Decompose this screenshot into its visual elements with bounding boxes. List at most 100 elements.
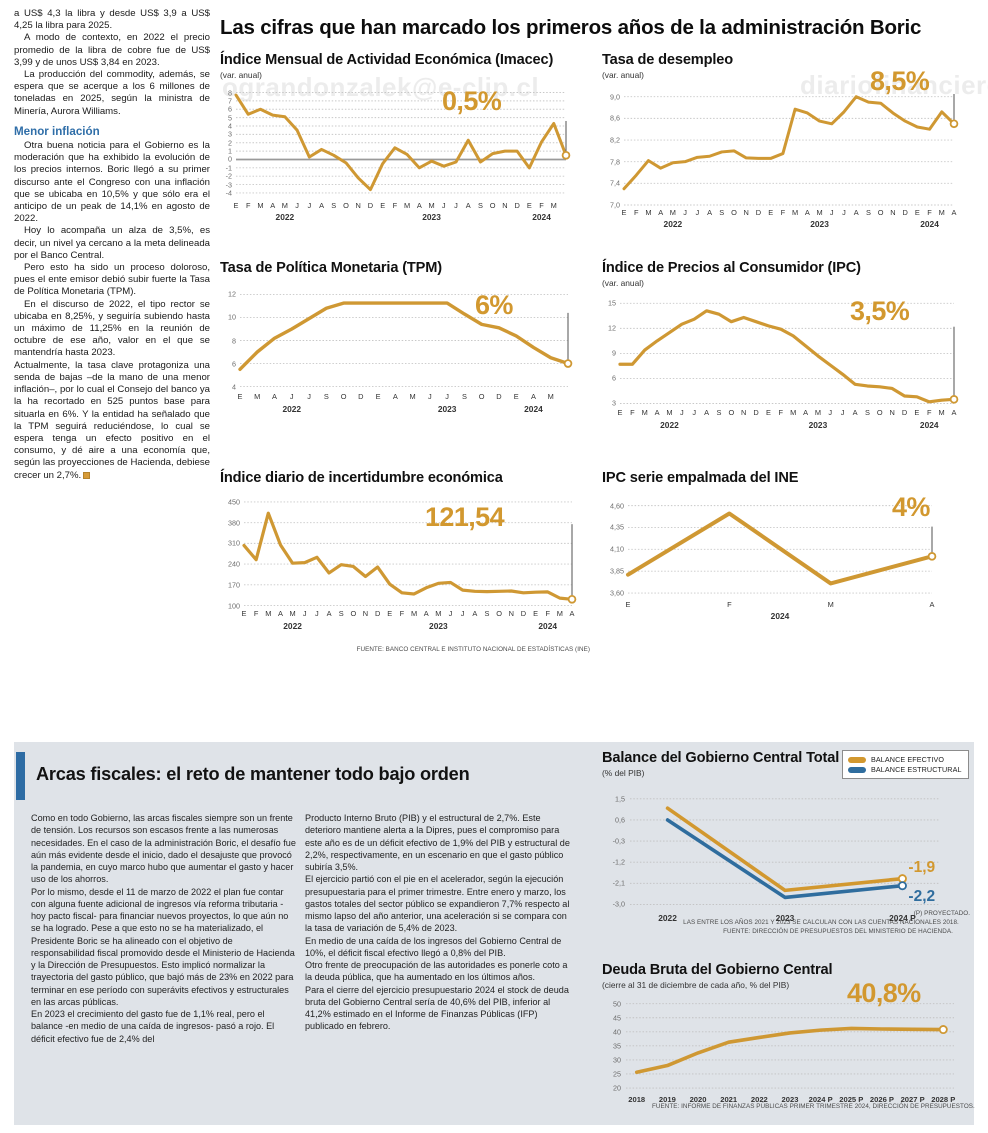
x-axis-tick-label: D: [520, 609, 527, 618]
y-axis-tick-label: 8,2: [610, 135, 620, 145]
section-accent-bar: [16, 752, 25, 800]
x-axis-tick-label: J: [295, 201, 299, 210]
x-axis-tick-label: M: [547, 392, 554, 401]
x-axis-tick-label: D: [514, 201, 520, 210]
legend-swatch-efectivo: [848, 756, 866, 763]
y-axis-tick-label: -1: [225, 163, 232, 173]
x-axis-tick-label: 2028 P: [931, 1095, 956, 1104]
x-axis-tick-label: F: [399, 609, 405, 618]
x-axis-tick-label: M: [435, 609, 442, 618]
y-axis-tick-label: 2: [228, 138, 232, 148]
x-axis-tick-label: J: [289, 392, 294, 401]
chart-panel-incertidumbre: Índice diario de incertidumbre económica…: [220, 470, 590, 653]
x-axis-tick-label: J: [828, 408, 833, 417]
x-axis-tick-label: E: [625, 600, 631, 609]
x-axis-tick-label: S: [716, 408, 722, 417]
page-title: Las cifras que han marcado los primeros …: [220, 16, 922, 39]
x-axis-year-label: 2022: [283, 621, 302, 631]
x-axis-tick-label: 2019: [658, 1095, 676, 1104]
x-axis-year-label: 2023: [810, 219, 829, 229]
x-axis-tick-label: M: [669, 208, 676, 217]
y-axis-tick-label: 6: [228, 104, 232, 114]
y-axis-tick-label: 1,5: [615, 794, 625, 804]
x-axis-tick-label: A: [326, 609, 332, 618]
x-axis-tick-label: 2026 P: [869, 1095, 894, 1104]
x-axis-tick-label: M: [827, 600, 834, 609]
y-axis-tick-label: 9,0: [610, 92, 620, 102]
left-article-column: a US$ 4,3 la libra y desde US$ 3,9 a US$…: [14, 8, 210, 482]
x-axis-tick-label: M: [265, 609, 272, 618]
chart-plot-area: 1,5 0,6 -0,3 -1,2 -2,1 -3,0 2022 2023 2024 P -1,9…: [602, 784, 970, 934]
x-axis-tick-label: O: [496, 609, 502, 618]
y-axis-tick-label: 3,60: [610, 588, 624, 598]
x-axis-tick-label: O: [343, 201, 349, 210]
chart-plot-area: 12 10 8 6 4 E M A J J S O D E A M J J S O D E A M 2022 2023 2024: [220, 283, 588, 416]
y-axis-tick-label: 12: [608, 323, 616, 333]
chart-subtitle: (cierre al 31 de diciembre de cada año, …: [602, 980, 790, 990]
chart-panel-deuda: Deuda Bruta del Gobierno Central (cierre…: [602, 962, 975, 1114]
x-axis-tick-label: F: [927, 208, 932, 217]
y-axis-tick-label: 7: [228, 96, 232, 106]
x-axis-tick-label: M: [409, 392, 416, 401]
x-axis-tick-label: O: [350, 609, 357, 618]
x-axis-tick-label: E: [914, 408, 920, 417]
y-axis-tick-label: 6: [232, 359, 236, 369]
x-axis-year-label: 2024: [919, 420, 939, 430]
x-axis-year-label: 2022: [282, 404, 302, 414]
x-axis-tick-label: M: [289, 609, 296, 618]
chart-panel-ipc-empalmada: IPC serie empalmada del INE 4,60 4,35 4,10…: [602, 470, 974, 623]
y-axis-tick-label: 8: [228, 88, 232, 97]
x-axis-year-label: 2024: [532, 212, 551, 222]
chart-title: Balance del Gobierno Central Total: [602, 750, 840, 766]
fiscal-paragraph: Para el cierre del ejercicio presupuesta…: [305, 984, 569, 1032]
y-axis-tick-label: 450: [228, 497, 240, 507]
fiscal-paragraph: Como en todo Gobierno, las arcas fiscale…: [31, 813, 296, 885]
x-axis-tick-label: S: [331, 201, 337, 210]
chart-title: Deuda Bruta del Gobierno Central: [602, 962, 833, 978]
x-axis-tick-label: A: [704, 408, 710, 417]
article-paragraph: Pero esto ha sido un proceso doloroso, p…: [14, 262, 210, 298]
y-axis-tick-label: 0,6: [615, 815, 625, 825]
x-axis-tick-label: 2020: [689, 1095, 707, 1104]
x-axis-tick-label: N: [355, 201, 361, 210]
x-axis-tick-label: J: [460, 609, 465, 618]
x-axis-tick-label: D: [902, 208, 908, 217]
chart-plot-area: 8 7 6 5 4 3 2 1 0 -1 -2 -3 -4 E F M A M J J A S O N D E F M A M J J A S O N…: [220, 86, 588, 224]
y-axis-tick-label: 3: [228, 129, 232, 139]
x-axis-tick-label: S: [461, 392, 467, 401]
chart-title: Tasa de Política Monetaria (TPM): [220, 260, 442, 276]
y-axis-tick-label: 4: [232, 382, 236, 392]
x-axis-tick-label: A: [803, 408, 809, 417]
x-axis-tick-label: A: [416, 201, 422, 210]
y-axis-tick-label: 45: [613, 1013, 621, 1023]
x-axis-tick-label: O: [731, 208, 737, 217]
x-axis-tick-label: J: [842, 208, 846, 217]
x-axis-tick-label: E: [765, 408, 771, 417]
x-axis-tick-label: F: [245, 201, 251, 210]
x-axis-year-label: 2024: [538, 621, 558, 631]
y-axis-tick-label: 5: [228, 113, 232, 123]
fiscal-paragraph: Por lo mismo, desde el 11 de marzo de 20…: [31, 886, 295, 1007]
y-axis-tick-label: 4: [228, 121, 232, 131]
fiscal-section-background: [14, 742, 974, 1125]
x-axis-tick-label: J: [428, 392, 432, 401]
x-axis-tick-label: M: [254, 392, 261, 401]
legend-label: BALANCE EFECTIVO: [871, 755, 945, 764]
x-axis-tick-label: E: [914, 208, 920, 217]
x-axis-tick-label: D: [901, 408, 908, 417]
y-axis-tick-label: 240: [228, 559, 240, 569]
x-axis-tick-label: N: [362, 609, 369, 618]
x-axis-tick-label: O: [478, 392, 485, 401]
fiscal-paragraph: Otro frente de preocupación de las autor…: [305, 960, 568, 983]
x-axis-tick-label: D: [755, 208, 762, 217]
x-axis-tick-label: D: [358, 392, 364, 401]
x-axis-tick-label: J: [445, 392, 450, 401]
legend-label: BALANCE ESTRUCTURAL: [871, 765, 962, 774]
x-axis-tick-label: 2024 P: [889, 913, 916, 923]
chart-title: Índice de Precios al Consumidor (IPC): [602, 260, 861, 276]
chart-legend: BALANCE EFECTIVO BALANCE ESTRUCTURAL: [842, 750, 969, 779]
y-axis-tick-label: 20: [613, 1083, 621, 1093]
x-axis-tick-label: 2024 P: [808, 1095, 833, 1104]
x-axis-year-label: 2022: [663, 219, 683, 229]
x-axis-tick-label: A: [569, 609, 575, 618]
